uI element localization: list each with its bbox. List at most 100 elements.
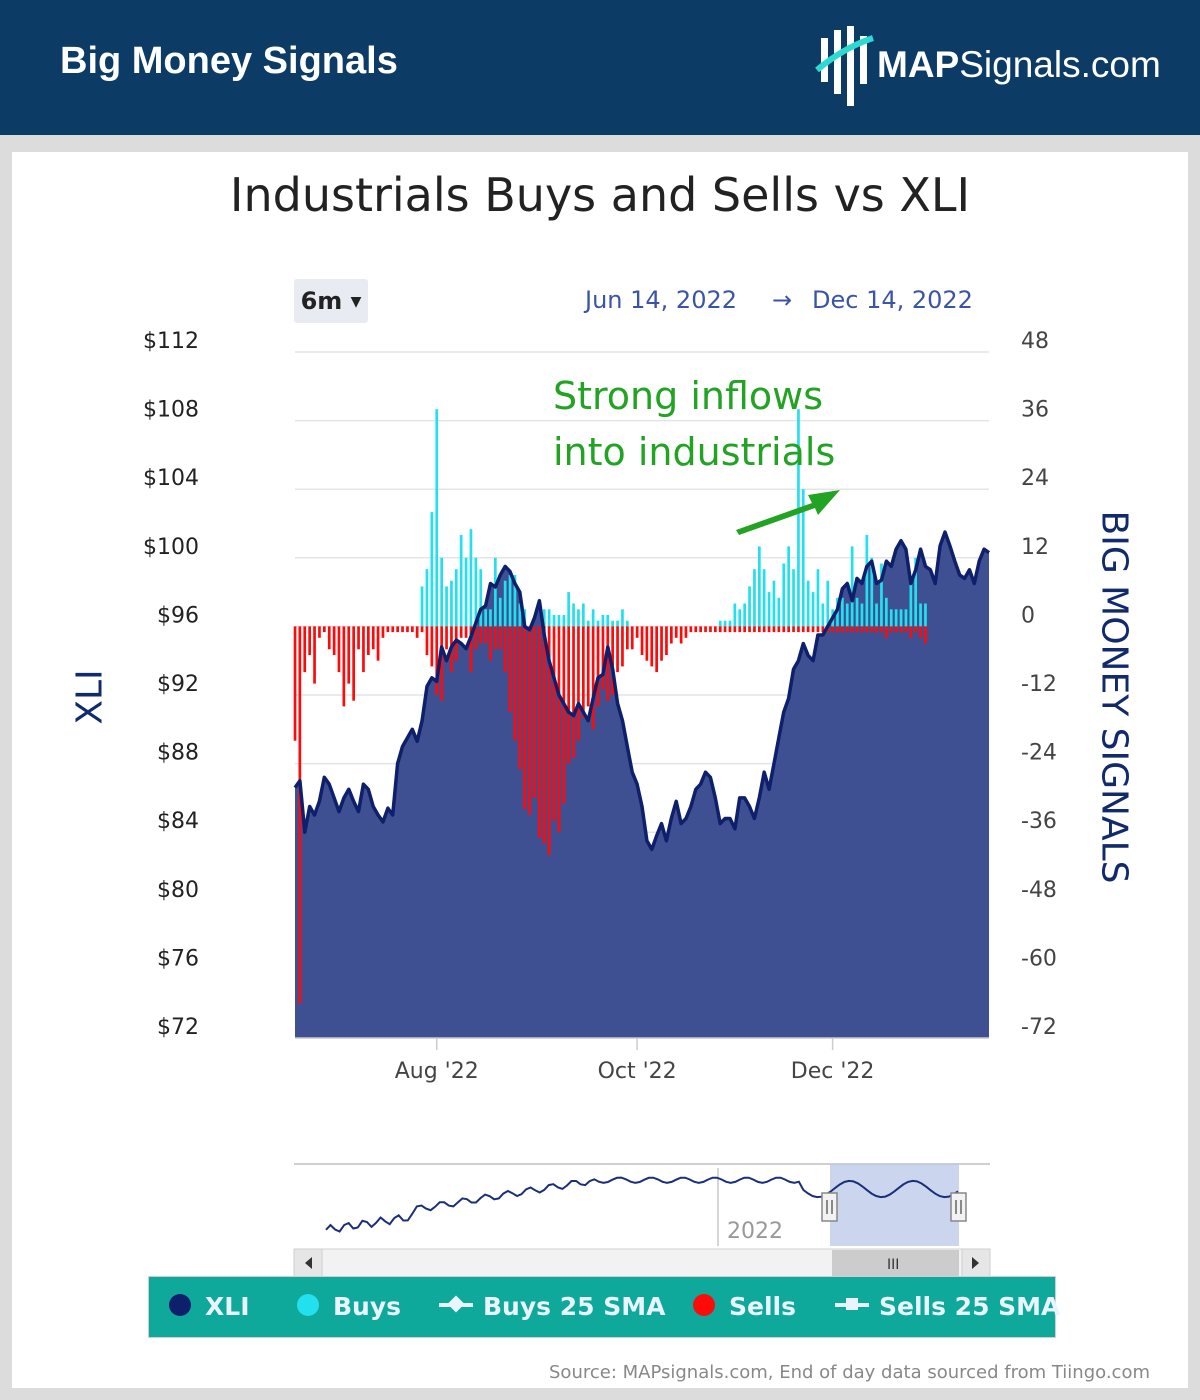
sells-bar — [792, 626, 795, 633]
buys-bar — [728, 620, 732, 627]
chart-title: Industrials Buys and Sells vs XLI — [229, 168, 971, 222]
sells-bar — [445, 626, 448, 650]
range-dropdown[interactable]: 6m ▼ — [294, 279, 368, 323]
sells-bar — [660, 626, 663, 661]
sells-bar — [665, 626, 668, 655]
buys-bar — [753, 569, 756, 627]
bars-group — [293, 409, 927, 1004]
sells-bar — [381, 626, 385, 638]
left-tick-label: $104 — [143, 466, 199, 491]
sells-bar — [616, 626, 619, 673]
sells-bar — [367, 626, 370, 655]
navigator-selection — [830, 1164, 959, 1246]
buys-bar — [508, 575, 512, 627]
x-tick-label: Dec '22 — [791, 1059, 875, 1084]
sells-bar — [318, 626, 321, 638]
sells-bar — [782, 626, 786, 633]
sells-bar — [899, 626, 903, 633]
buys-bar — [894, 609, 898, 627]
buys-bar — [870, 557, 874, 627]
sells-bar — [601, 626, 605, 690]
sells-bar — [430, 626, 434, 667]
annotation-group: Strong inflows into industrials — [553, 374, 840, 535]
sells-bar — [386, 626, 390, 633]
sells-bar — [894, 626, 898, 633]
sells-bar — [474, 626, 478, 650]
buys-bar — [591, 609, 595, 627]
sells-bar — [357, 626, 360, 650]
sells-bar — [528, 626, 531, 815]
right-tick-label: -60 — [1021, 946, 1057, 971]
sells-bar — [650, 626, 654, 667]
buys-bar — [919, 603, 922, 627]
right-tick-label: -36 — [1021, 809, 1057, 834]
sells-bar — [870, 626, 874, 633]
buys-bar — [855, 597, 859, 627]
sells-bar — [645, 626, 649, 661]
buys-bar — [762, 569, 766, 627]
sells-bar — [787, 626, 790, 633]
buys-bar — [474, 557, 478, 627]
range-to-date[interactable]: Dec 14, 2022 — [812, 286, 973, 314]
sells-bar — [494, 626, 497, 650]
sells-bar — [572, 626, 575, 758]
sells-bar — [406, 626, 409, 633]
sells-bar — [865, 626, 869, 633]
legend-item-buys-sma[interactable]: Buys 25 SMA — [439, 1277, 665, 1339]
buys-bar — [601, 615, 605, 627]
x-tick-label: Oct '22 — [598, 1059, 677, 1084]
buys-bar — [787, 546, 790, 627]
xli-line — [293, 530, 991, 852]
buys-bar — [772, 580, 776, 627]
buys-bar — [826, 580, 830, 627]
sells-bar — [513, 626, 517, 741]
sells-bar — [728, 626, 732, 633]
sells-bar — [396, 626, 399, 633]
buys-bar — [723, 620, 727, 627]
buys-bar — [450, 580, 453, 627]
sells-bar — [679, 626, 683, 644]
buys-bar — [904, 609, 908, 627]
legend-item-sells-sma[interactable]: Sells 25 SMA — [835, 1277, 1060, 1339]
sells-bar — [523, 626, 527, 810]
right-tick-label: -24 — [1021, 741, 1057, 766]
buys-bar — [562, 615, 566, 627]
left-tick-label: $76 — [157, 946, 199, 971]
sells-bar — [811, 626, 815, 633]
navigator-year-label: 2022 — [727, 1219, 783, 1244]
sells-bar — [293, 626, 297, 741]
sells-bar — [332, 626, 336, 655]
legend-item-sells[interactable]: Sells — [693, 1277, 796, 1339]
buys-bar — [841, 597, 844, 627]
sells-bar — [684, 626, 688, 638]
scrollbar-grip-icon: III — [887, 1257, 899, 1273]
sells-bar — [313, 626, 316, 684]
mapsignals-logo[interactable]: MAPSignals.com — [815, 26, 1161, 110]
buys-bar — [577, 609, 580, 627]
sells-bar — [718, 626, 722, 633]
buys-bar — [557, 615, 561, 627]
range-from-date[interactable]: Jun 14, 2022 — [585, 286, 738, 314]
sells-bar — [836, 626, 839, 633]
sells-bar — [806, 626, 810, 633]
buys-bar — [435, 409, 439, 627]
sells-bar — [816, 626, 820, 633]
sells-bar — [626, 626, 629, 650]
legend-item-xli[interactable]: XLI — [169, 1277, 250, 1339]
buys-bar — [572, 603, 575, 627]
legend-item-buys[interactable]: Buys — [297, 1277, 401, 1339]
buys-bar — [718, 620, 722, 627]
buys-bar — [885, 597, 888, 627]
sells-bar — [401, 626, 404, 633]
sells-bar — [821, 626, 825, 633]
sells-bar — [777, 626, 781, 633]
buys-bar — [865, 534, 869, 627]
sells-bar — [694, 626, 698, 633]
buys-bar — [748, 586, 751, 627]
buys-bar — [909, 580, 913, 627]
xli-line-group — [293, 530, 991, 852]
sells-bar — [714, 626, 717, 633]
buys-bar — [454, 569, 458, 627]
buys-bar — [586, 620, 590, 627]
sells-bar — [557, 626, 561, 833]
